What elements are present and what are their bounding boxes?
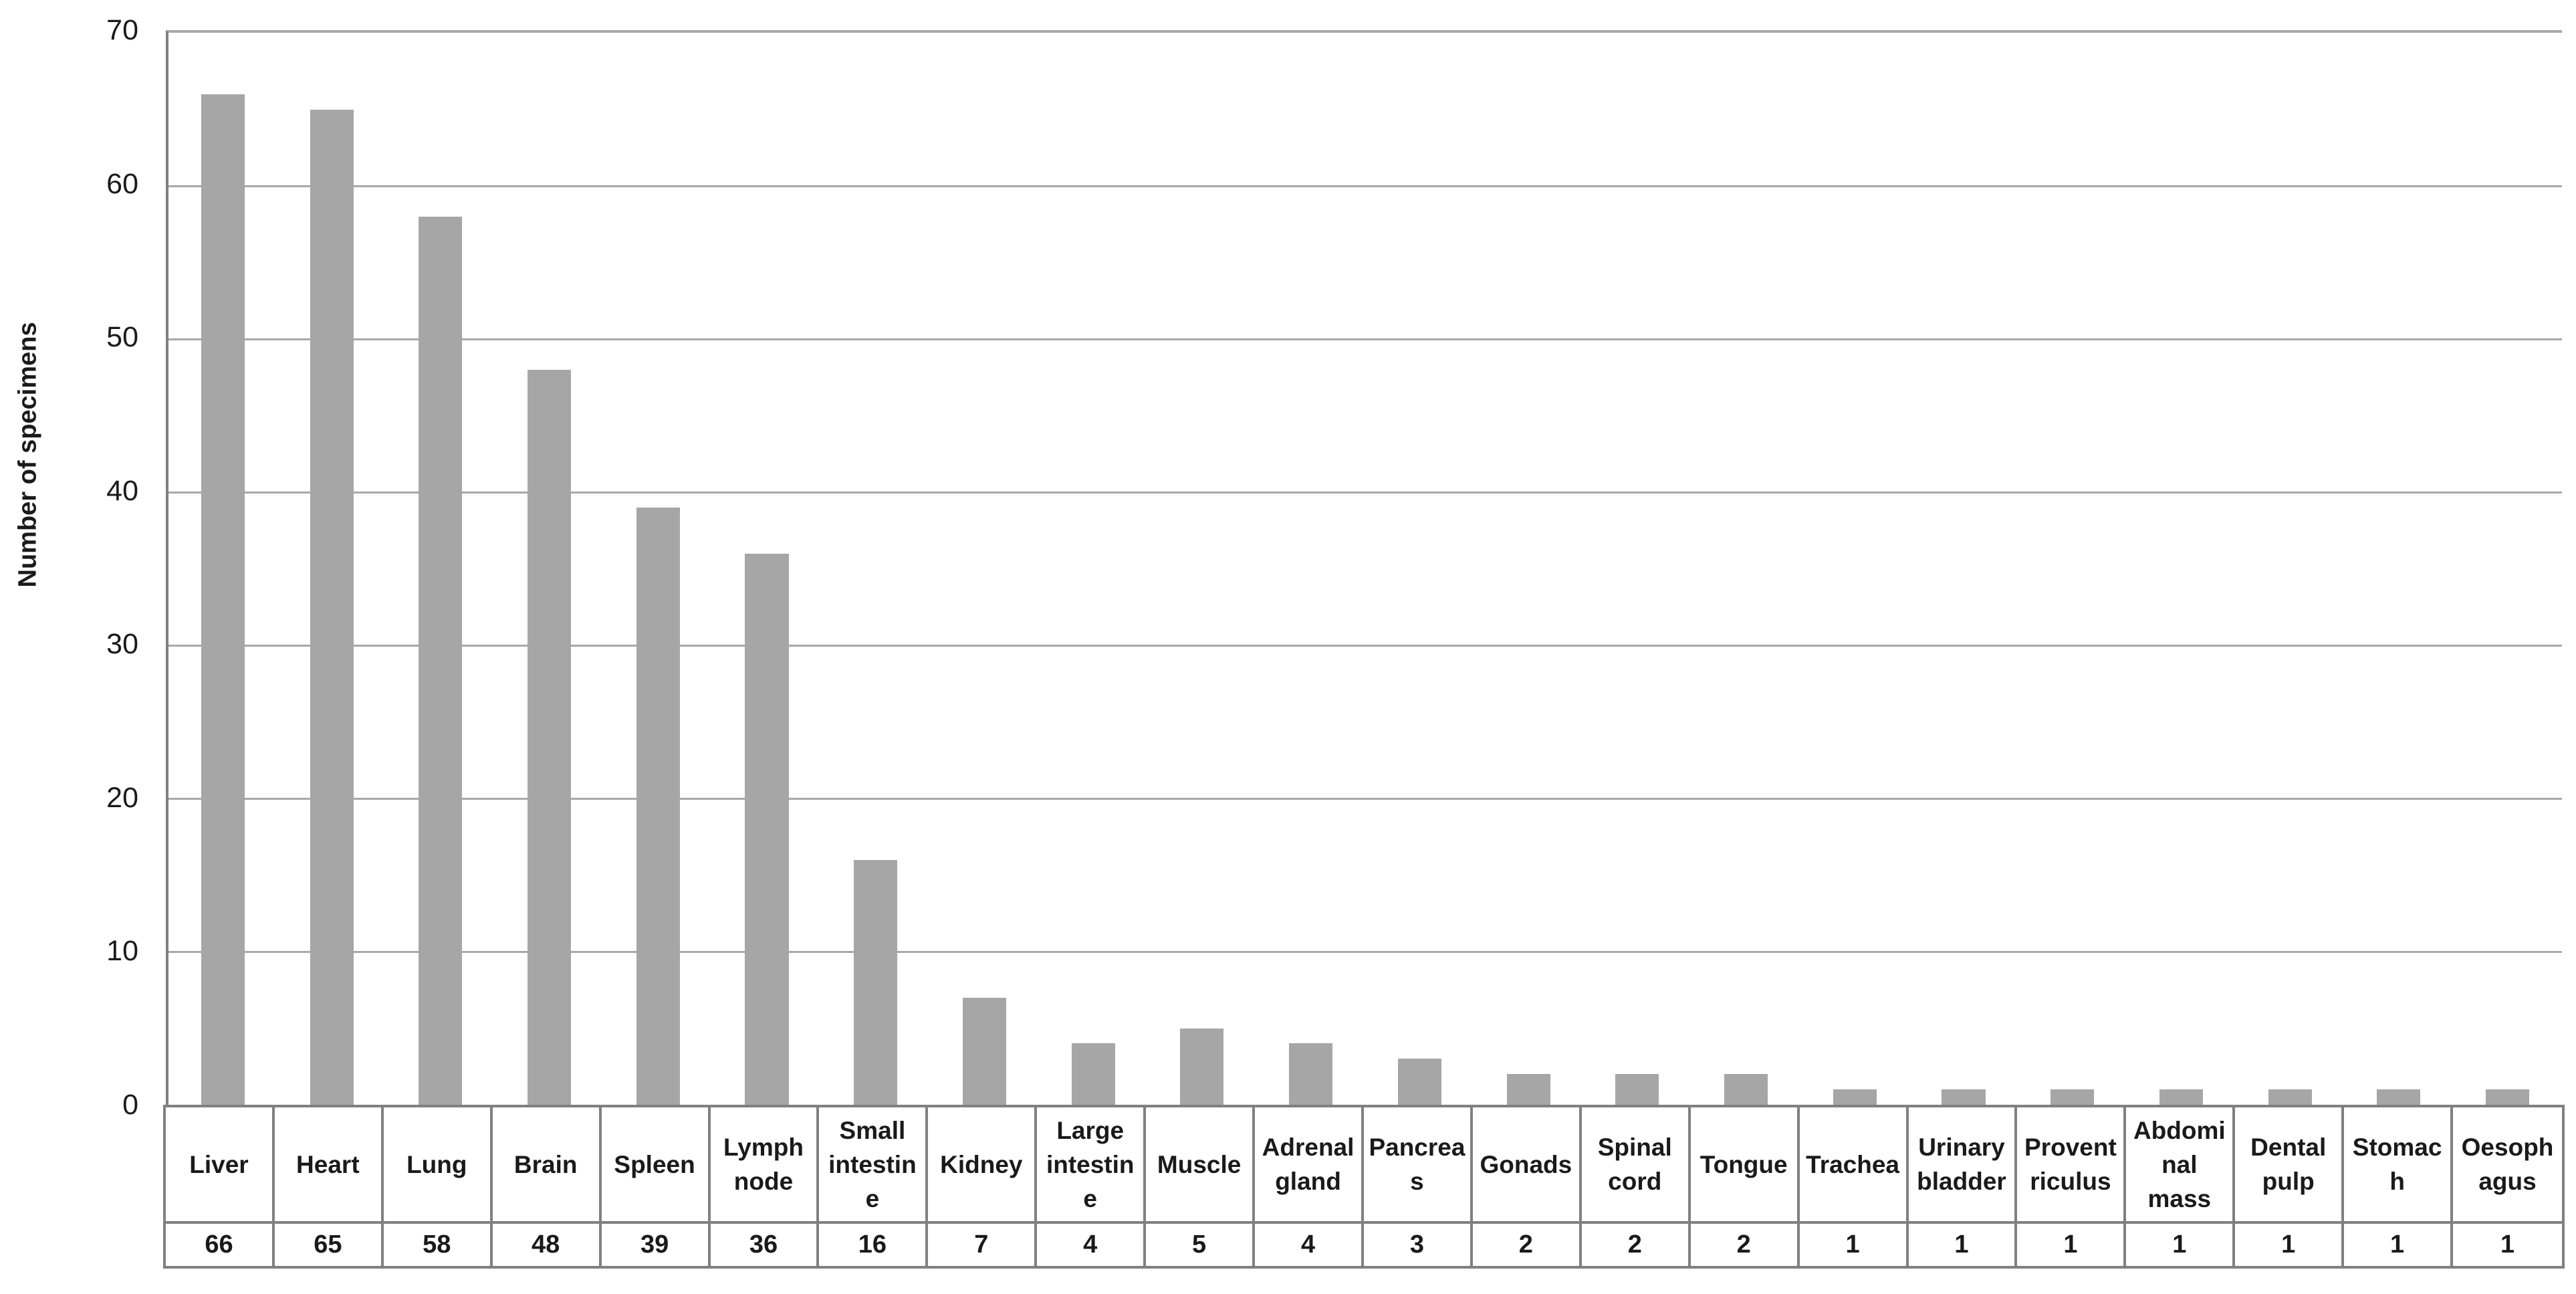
category-value-cell: 2: [1691, 1224, 1800, 1266]
bar-heart: [310, 109, 354, 1105]
category-value-cell: 2: [1473, 1224, 1582, 1266]
category-label-cell: Urinary bladder: [1908, 1107, 2018, 1224]
category-label-cell: Lymph node: [710, 1107, 820, 1224]
category-value-cell: 5: [1146, 1224, 1256, 1266]
category-value-cell: 48: [493, 1224, 602, 1266]
plot-area: [166, 30, 2562, 1105]
bar-proventriculus: [2051, 1089, 2095, 1105]
category-label-cell: Oesoph agus: [2453, 1107, 2562, 1224]
gridline: [168, 491, 2562, 494]
category-value-cell: 36: [711, 1224, 820, 1266]
category-label-cell: Spleen: [601, 1107, 711, 1224]
gridline: [168, 338, 2562, 340]
category-value-cell: 1: [2235, 1224, 2345, 1266]
category-label-cell: Heart: [274, 1107, 384, 1224]
gridline: [168, 644, 2562, 647]
category-value-cell: 1: [2017, 1224, 2127, 1266]
bar-adrenal-gland: [1289, 1043, 1333, 1105]
category-label-cell: Lung: [383, 1107, 493, 1224]
bar-abdominal-mass: [2159, 1089, 2203, 1105]
y-tick-label: 70: [106, 14, 138, 46]
bar-liver: [201, 94, 245, 1105]
category-label-cell: Abdomi nal mass: [2126, 1107, 2236, 1224]
bar-lung: [419, 216, 463, 1105]
gridline: [168, 950, 2562, 953]
y-tick-label: 40: [106, 474, 138, 507]
category-value-cell: 58: [384, 1224, 493, 1266]
bar-brain: [528, 369, 572, 1105]
category-value-cell: 65: [275, 1224, 384, 1266]
y-tick-label: 60: [106, 167, 138, 200]
category-label-cell: Adrenal gland: [1255, 1107, 1364, 1224]
category-label-cell: Small intestin e: [819, 1107, 929, 1224]
gridline: [168, 185, 2562, 187]
category-value-cell: 2: [1582, 1224, 1691, 1266]
category-label-cell: Kidney: [928, 1107, 1038, 1224]
bar-dental-pulp: [2268, 1089, 2312, 1105]
bar-urinary-bladder: [1942, 1089, 1986, 1105]
bar-large-intestine: [1071, 1043, 1115, 1105]
category-label-cell: Trachea: [1799, 1107, 1909, 1224]
category-label-cell: Stomac h: [2344, 1107, 2454, 1224]
bar-spinal-cord: [1615, 1074, 1659, 1105]
category-label-cell: Liver: [166, 1107, 275, 1224]
bar-small-intestine: [854, 859, 898, 1105]
y-tick-label: 10: [106, 935, 138, 968]
category-label-cell: Large intestin e: [1037, 1107, 1147, 1224]
category-label-cell: Spinal cord: [1581, 1107, 1691, 1224]
category-value-cell: 1: [2126, 1224, 2236, 1266]
category-label-cell: Provent riculus: [2017, 1107, 2127, 1224]
category-label-cell: Brain: [492, 1107, 602, 1224]
category-value-cell: 1: [2500, 1230, 2515, 1259]
category-value-cell: 4: [1037, 1224, 1147, 1266]
category-value-cell: 7: [928, 1224, 1038, 1266]
category-value-cell: 1: [2344, 1224, 2454, 1266]
category-label-cell: Gonads: [1472, 1107, 1582, 1224]
bar-lymph-node: [745, 553, 789, 1105]
category-label-cell: Pancrea s: [1363, 1107, 1473, 1224]
y-tick-label: 20: [106, 781, 138, 814]
bar-muscle: [1180, 1028, 1224, 1105]
category-data-table: Liver Heart Lung Brain Spleen Lymph node Small…: [163, 1105, 2565, 1269]
category-value-cell: 16: [819, 1224, 929, 1266]
gridline: [168, 797, 2562, 800]
bar-gonads: [1506, 1074, 1550, 1105]
y-tick-label: 50: [106, 321, 138, 354]
category-value-cell: 1: [1800, 1224, 1909, 1266]
bar-oesophagus: [2486, 1089, 2530, 1105]
category-label-cell: Dental pulp: [2235, 1107, 2345, 1224]
category-value-cell: 39: [602, 1224, 711, 1266]
category-value-cell: 1: [1909, 1224, 2018, 1266]
category-label-cell: Muscle: [1146, 1107, 1256, 1224]
category-label-cell: Tongue: [1690, 1107, 1800, 1224]
bar-stomach: [2377, 1089, 2421, 1105]
category-value-cell: 3: [1364, 1224, 1473, 1266]
bar-spleen: [636, 507, 680, 1105]
y-tick-label: 30: [106, 628, 138, 661]
bar-kidney: [962, 997, 1006, 1105]
bar-tongue: [1724, 1074, 1768, 1105]
y-axis-title: Number of specimens: [13, 322, 42, 588]
category-value-cell: 4: [1255, 1224, 1364, 1266]
bar-trachea: [1833, 1089, 1877, 1105]
bar-pancreas: [1397, 1059, 1441, 1105]
category-value-cell: 66: [166, 1224, 275, 1266]
y-tick-label: 0: [122, 1089, 138, 1121]
